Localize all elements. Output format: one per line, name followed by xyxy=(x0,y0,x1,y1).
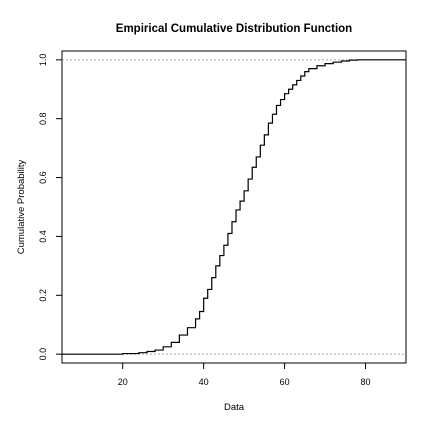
x-tick-label: 20 xyxy=(118,377,128,387)
y-axis-label: Cumulative Probability xyxy=(16,159,27,254)
plot-frame xyxy=(61,50,407,364)
y-tick-label: 0.8 xyxy=(38,112,48,125)
y-tick-label: 0.0 xyxy=(38,348,48,361)
ecdf-series-line xyxy=(62,59,406,355)
y-tick-label: 0.4 xyxy=(38,230,48,243)
x-axis-label: Data xyxy=(224,402,245,413)
y-tick-label: 0.6 xyxy=(38,171,48,184)
x-axis: 20 40 60 80 xyxy=(118,363,371,387)
x-tick-label: 40 xyxy=(199,377,209,387)
chart-title: Empirical Cumulative Distribution Functi… xyxy=(116,23,352,35)
y-tick-label: 1.0 xyxy=(38,54,48,67)
y-tick-label: 0.2 xyxy=(38,289,48,302)
x-tick-label: 80 xyxy=(361,377,371,387)
y-axis: 0.0 0.2 0.4 0.6 0.8 1.0 xyxy=(38,54,62,361)
x-tick-label: 60 xyxy=(280,377,290,387)
